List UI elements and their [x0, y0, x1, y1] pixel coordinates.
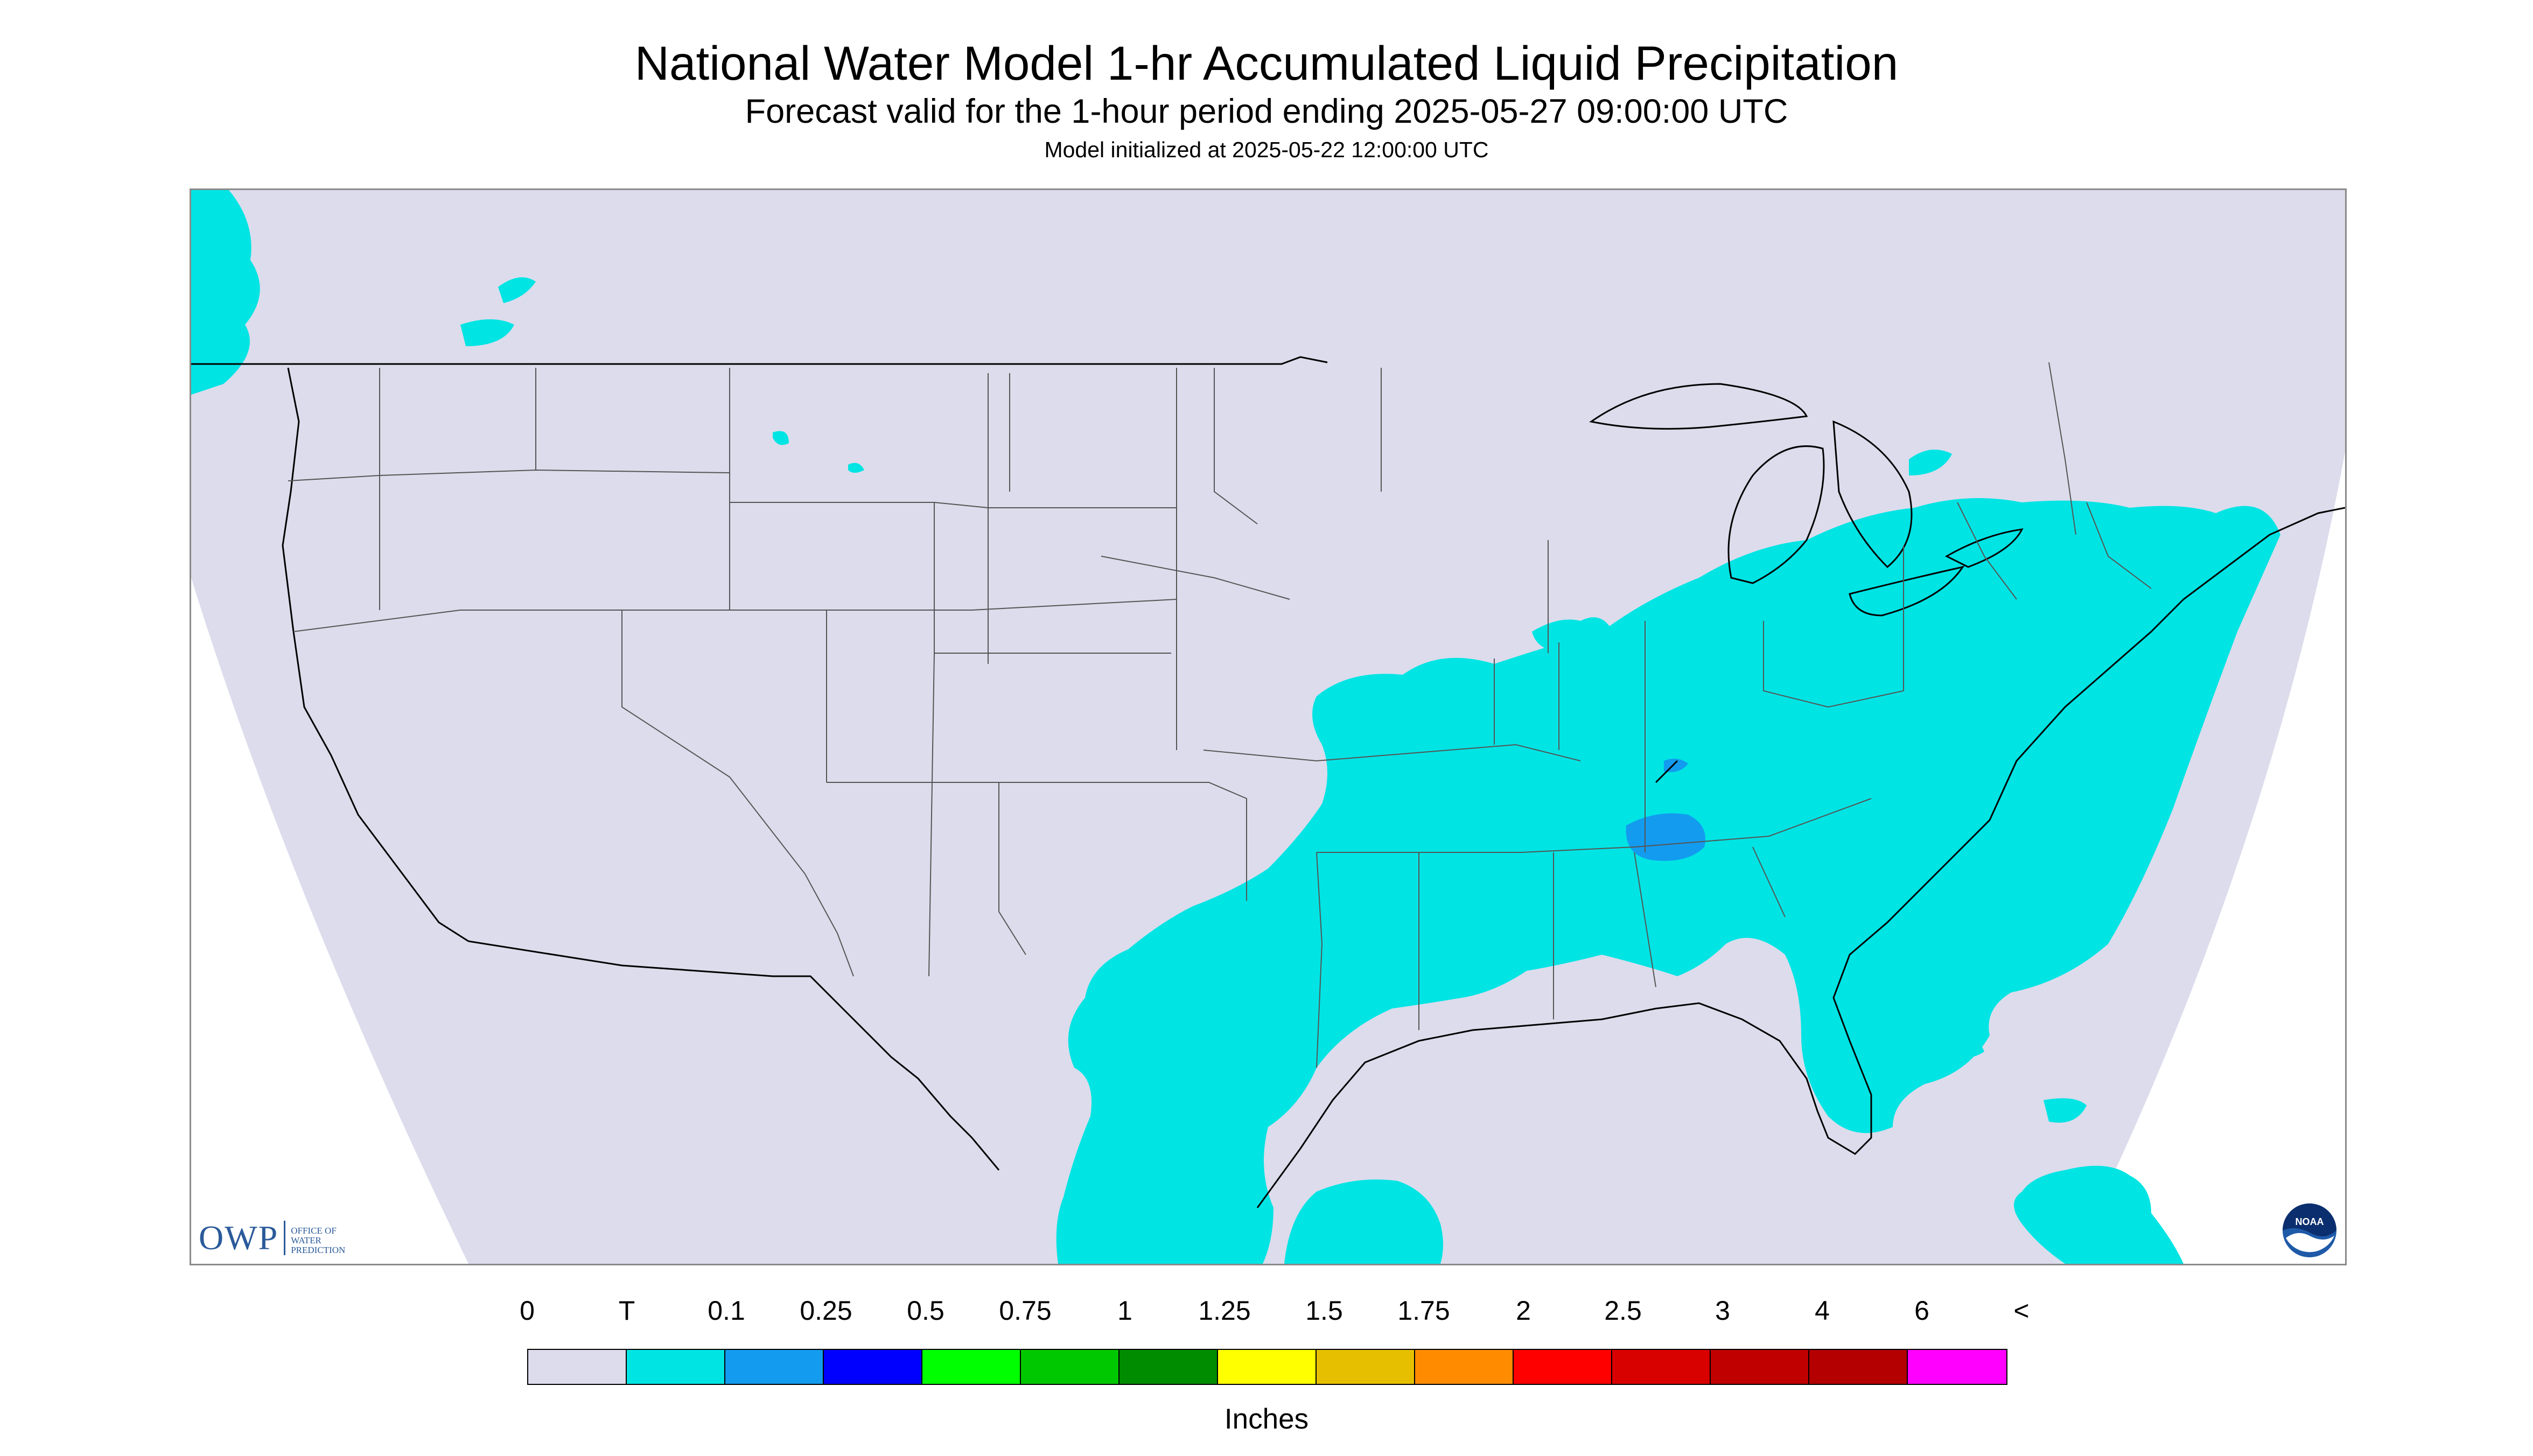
- legend-tick: 3: [1715, 1296, 1730, 1326]
- noaa-logo-text: NOAA: [2296, 1216, 2324, 1227]
- legend-ticks: 0 T 0.1 0.25 0.5 0.75 1 1.25 1.5 1.75 2 …: [0, 1295, 2533, 1333]
- legend-swatch: [1021, 1350, 1119, 1384]
- legend-tick: 0.75: [999, 1296, 1052, 1326]
- legend-tick: 2.5: [1604, 1296, 1642, 1326]
- legend-swatch: [1119, 1350, 1218, 1384]
- legend-tick: 0: [520, 1296, 535, 1326]
- legend-swatch: [1415, 1350, 1514, 1384]
- legend-tick: 1.25: [1198, 1296, 1251, 1326]
- owp-subtext-line: WATER: [291, 1235, 321, 1246]
- legend-swatch: [1809, 1350, 1908, 1384]
- map-subtitle: Forecast valid for the 1-hour period end…: [745, 93, 1788, 130]
- owp-subtext-line: OFFICE OF: [291, 1226, 337, 1236]
- legend-tick: 1.5: [1305, 1296, 1343, 1326]
- owp-subtext-line: PREDICTION: [291, 1245, 346, 1256]
- state-boundaries: [288, 362, 2152, 1068]
- precipitation-map: OWP OFFICE OF WATER PREDICTION NOAA: [190, 188, 2347, 1265]
- legend-tick: T: [618, 1296, 635, 1326]
- legend-swatch: [1514, 1350, 1612, 1384]
- precip-areas-trace: [191, 190, 2281, 1264]
- legend-tick: 0.25: [800, 1296, 852, 1326]
- legend-units-label: Inches: [1224, 1403, 1309, 1435]
- owp-logo-text: OWP: [199, 1219, 279, 1257]
- legend-tick: 2: [1516, 1296, 1531, 1326]
- legend-tick: 1: [1117, 1296, 1132, 1326]
- legend-tick: 1.75: [1397, 1296, 1450, 1326]
- legend-swatch: [1218, 1350, 1317, 1384]
- coastlines: [282, 367, 2345, 1208]
- legend-swatch: [1612, 1350, 1711, 1384]
- legend-swatch: [1711, 1350, 1809, 1384]
- map-title: National Water Model 1-hr Accumulated Li…: [634, 36, 1899, 90]
- legend-tick: 0.5: [907, 1296, 944, 1326]
- map-canvas: [191, 190, 2345, 1264]
- legend-tick: 4: [1815, 1296, 1830, 1326]
- legend-swatch: [824, 1350, 922, 1384]
- legend-colorbar: [527, 1349, 2007, 1385]
- legend-swatch: [528, 1350, 627, 1384]
- legend-swatch: [922, 1350, 1021, 1384]
- legend-swatch: [1908, 1350, 2006, 1384]
- model-init-label: Model initialized at 2025-05-22 12:00:00…: [1044, 137, 1489, 162]
- owp-logo-divider: [284, 1221, 286, 1255]
- legend-swatch: [725, 1350, 824, 1384]
- owp-logo: OWP OFFICE OF WATER PREDICTION: [199, 1221, 345, 1255]
- legend-tick: 0.1: [708, 1296, 745, 1326]
- owp-logo-subtext: OFFICE OF WATER PREDICTION: [291, 1226, 345, 1255]
- legend-swatch: [627, 1350, 725, 1384]
- legend-tick: 6: [1914, 1296, 1929, 1326]
- legend-tick: <: [2013, 1296, 2030, 1326]
- country-borders: [191, 356, 1328, 1171]
- legend-swatch: [1317, 1350, 1415, 1384]
- noaa-logo: NOAA: [2283, 1203, 2336, 1257]
